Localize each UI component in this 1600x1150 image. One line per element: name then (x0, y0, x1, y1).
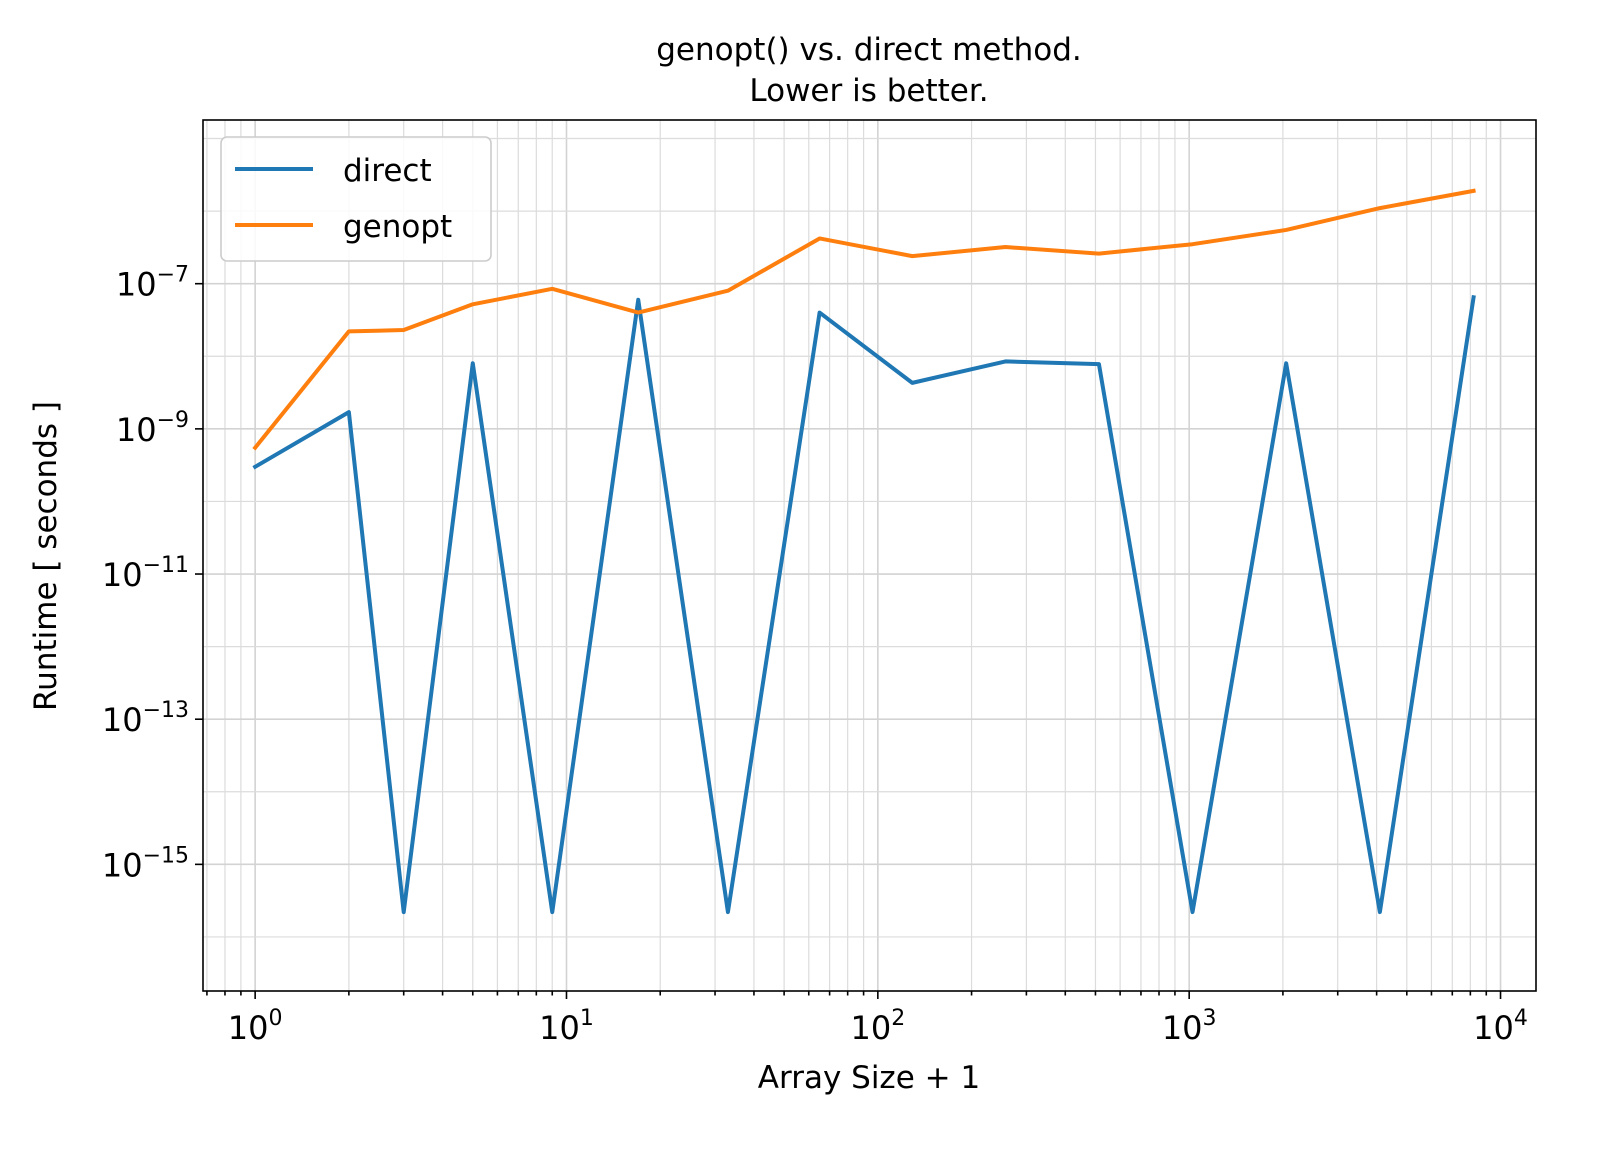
plot-frame (202, 119, 1537, 992)
x-tick-label: 102 (850, 1006, 905, 1047)
y-tick-label: 10−9 (116, 408, 189, 449)
x-tick-label: 104 (1473, 1006, 1528, 1047)
axis-ticks: 100 101 102 103 104 10−15 10−13 10−11 10−9 10−7 (102, 263, 1528, 1047)
y-tick-label: 10−11 (102, 553, 189, 594)
series-line-genopt (252, 188, 1476, 451)
chart-title-line2: Lower is better. (749, 73, 988, 109)
x-tick-label: 101 (539, 1006, 594, 1047)
x-tick-label: 100 (228, 1006, 283, 1047)
legend-label-direct: direct (343, 153, 432, 189)
legend-label-genopt: genopt (343, 209, 452, 245)
x-axis-label: Array Size + 1 (758, 1060, 980, 1096)
y-tick-label: 10−15 (102, 843, 189, 884)
y-tick-label: 10−7 (116, 263, 189, 304)
y-axis-label: Runtime [ seconds ] (28, 401, 64, 711)
plot-lines (252, 188, 1476, 915)
legend: direct genopt (220, 136, 492, 262)
y-tick-label: 10−13 (102, 698, 189, 739)
series-line-direct (252, 294, 1476, 915)
chart-title-line1: genopt() vs. direct method. (656, 32, 1082, 68)
x-tick-label: 103 (1162, 1006, 1217, 1047)
grid (203, 120, 1536, 991)
